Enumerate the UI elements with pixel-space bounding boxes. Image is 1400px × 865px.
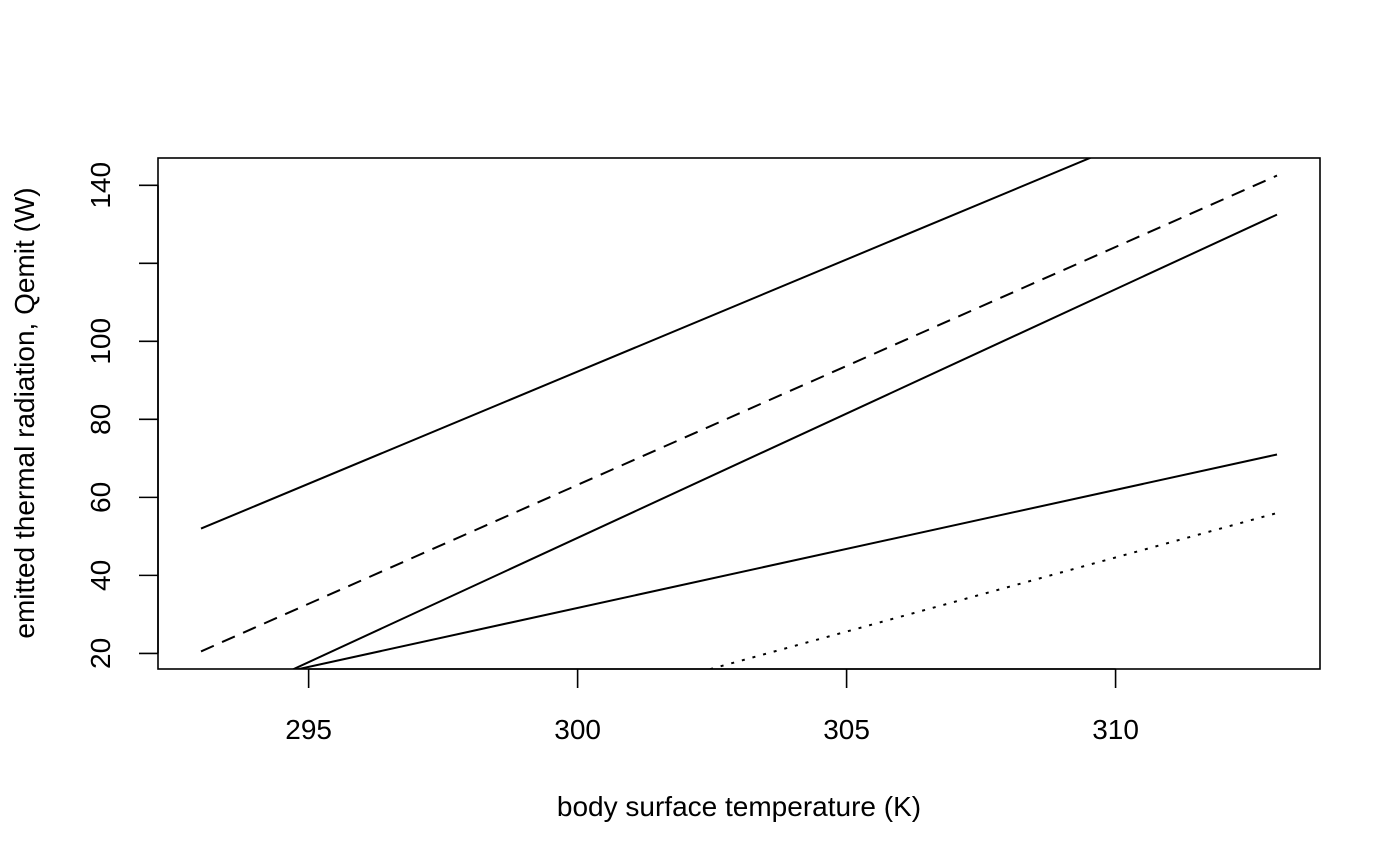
series-line-1-solid [200, 158, 1093, 530]
y-axis-title: emitted thermal radiation, Qemit (W) [9, 187, 40, 638]
x-tick-label: 295 [285, 714, 332, 745]
y-tick-label: 60 [85, 482, 116, 513]
x-tick-label: 300 [554, 714, 601, 745]
y-tick-label: 100 [85, 318, 116, 365]
x-tick-label: 310 [1092, 714, 1139, 745]
series-group [200, 158, 1278, 669]
x-tick-label: 305 [823, 714, 870, 745]
series-line-3-solid [291, 213, 1278, 669]
y-axis: 20 40 60 80 100 140 [85, 162, 159, 669]
series-line-5-dotted [706, 512, 1278, 669]
y-tick-label: 40 [85, 560, 116, 591]
y-tick-label: 80 [85, 404, 116, 435]
x-axis-title: body surface temperature (K) [557, 791, 921, 822]
y-tick-label: 140 [85, 162, 116, 209]
series-line-4-solid [294, 453, 1278, 669]
y-tick-label: 20 [85, 638, 116, 669]
series-line-2-dashed [200, 174, 1278, 653]
x-axis: 295 300 305 310 [285, 668, 1139, 745]
